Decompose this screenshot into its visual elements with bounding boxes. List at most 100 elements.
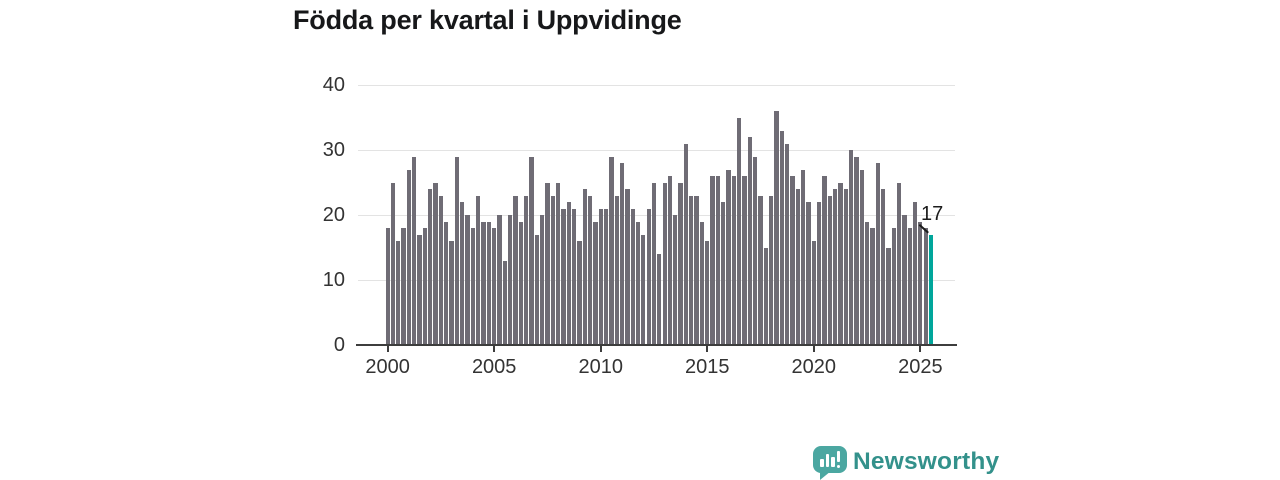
bar (710, 176, 715, 345)
x-axis-tick (493, 346, 496, 352)
bar (838, 182, 843, 345)
bar (508, 215, 513, 345)
y-axis-label: 20 (322, 204, 345, 226)
bar (433, 182, 438, 345)
bar (524, 195, 529, 345)
gridline-10 (358, 280, 955, 281)
bar (832, 189, 838, 345)
bar (513, 195, 518, 345)
bar (880, 189, 886, 345)
value-callout-label: 17 (921, 203, 944, 225)
logo-text: Newsworthy (853, 448, 1000, 475)
bar (497, 215, 502, 345)
bar (571, 208, 577, 345)
bar (747, 137, 753, 345)
bar (737, 117, 742, 345)
x-axis-line (356, 344, 957, 346)
bar (731, 176, 737, 345)
gridline-40 (358, 85, 955, 86)
bar (476, 195, 481, 345)
x-axis-tick (919, 346, 922, 352)
bar (689, 195, 694, 345)
bar (779, 130, 784, 345)
bar (721, 202, 726, 345)
bar (763, 247, 768, 345)
bar (390, 182, 396, 345)
bar (454, 156, 460, 345)
bar (428, 189, 433, 345)
bar (593, 221, 598, 345)
bar (875, 163, 880, 345)
bar (806, 202, 811, 345)
x-axis-label: 2025 (898, 356, 943, 378)
bar (673, 215, 678, 345)
bar (561, 208, 566, 345)
bar (587, 195, 593, 345)
bar (907, 228, 912, 345)
bar (848, 150, 854, 345)
bar (603, 208, 609, 345)
bar (577, 241, 582, 345)
bar (699, 221, 705, 345)
plot-area (356, 85, 957, 345)
y-axis-label: 10 (322, 269, 345, 291)
bar (801, 169, 806, 345)
bar (486, 221, 491, 345)
bar (465, 215, 470, 345)
bar (460, 202, 465, 345)
bar (625, 189, 630, 345)
bar (795, 189, 800, 345)
bar (518, 221, 523, 345)
bar (667, 176, 673, 345)
bar (396, 241, 401, 345)
bar (822, 176, 827, 345)
bar (641, 234, 646, 345)
gridline-20 (358, 215, 955, 216)
speech-bubble-tail (820, 471, 831, 480)
bar (646, 208, 651, 345)
x-axis-tick (812, 346, 815, 352)
bar (726, 169, 731, 345)
bar (630, 208, 635, 345)
x-axis-label: 2015 (685, 356, 730, 378)
bar (550, 195, 555, 345)
bar (864, 221, 870, 345)
bar (662, 182, 667, 345)
bar (534, 234, 539, 345)
bar (790, 176, 795, 345)
bar (555, 182, 561, 345)
bar (470, 228, 476, 345)
bar (657, 254, 662, 345)
x-axis-tick (599, 346, 602, 352)
bar (715, 176, 721, 345)
bar (385, 228, 390, 345)
bar (406, 169, 412, 345)
bar (619, 163, 625, 345)
bar (886, 247, 891, 345)
bar (635, 221, 641, 345)
bar (758, 195, 763, 345)
bar (444, 221, 449, 345)
bar (609, 156, 614, 345)
bar (651, 182, 657, 345)
bar (412, 156, 417, 345)
bar (769, 195, 774, 345)
speech-bubble-icon (813, 446, 847, 473)
bar (417, 234, 422, 345)
bar (502, 260, 507, 345)
bar (859, 169, 864, 345)
bar (401, 228, 406, 345)
bar (912, 202, 918, 345)
y-axis-label: 0 (333, 334, 345, 356)
bar (678, 182, 683, 345)
bar (843, 189, 848, 345)
gridline-30 (358, 150, 955, 151)
bar (683, 143, 689, 345)
bar (449, 241, 454, 345)
bar (481, 221, 486, 345)
newsworthy-logo: Newsworthy (812, 445, 1212, 480)
x-axis-label: 2005 (471, 356, 517, 378)
bar (753, 156, 758, 345)
bar (422, 228, 428, 345)
